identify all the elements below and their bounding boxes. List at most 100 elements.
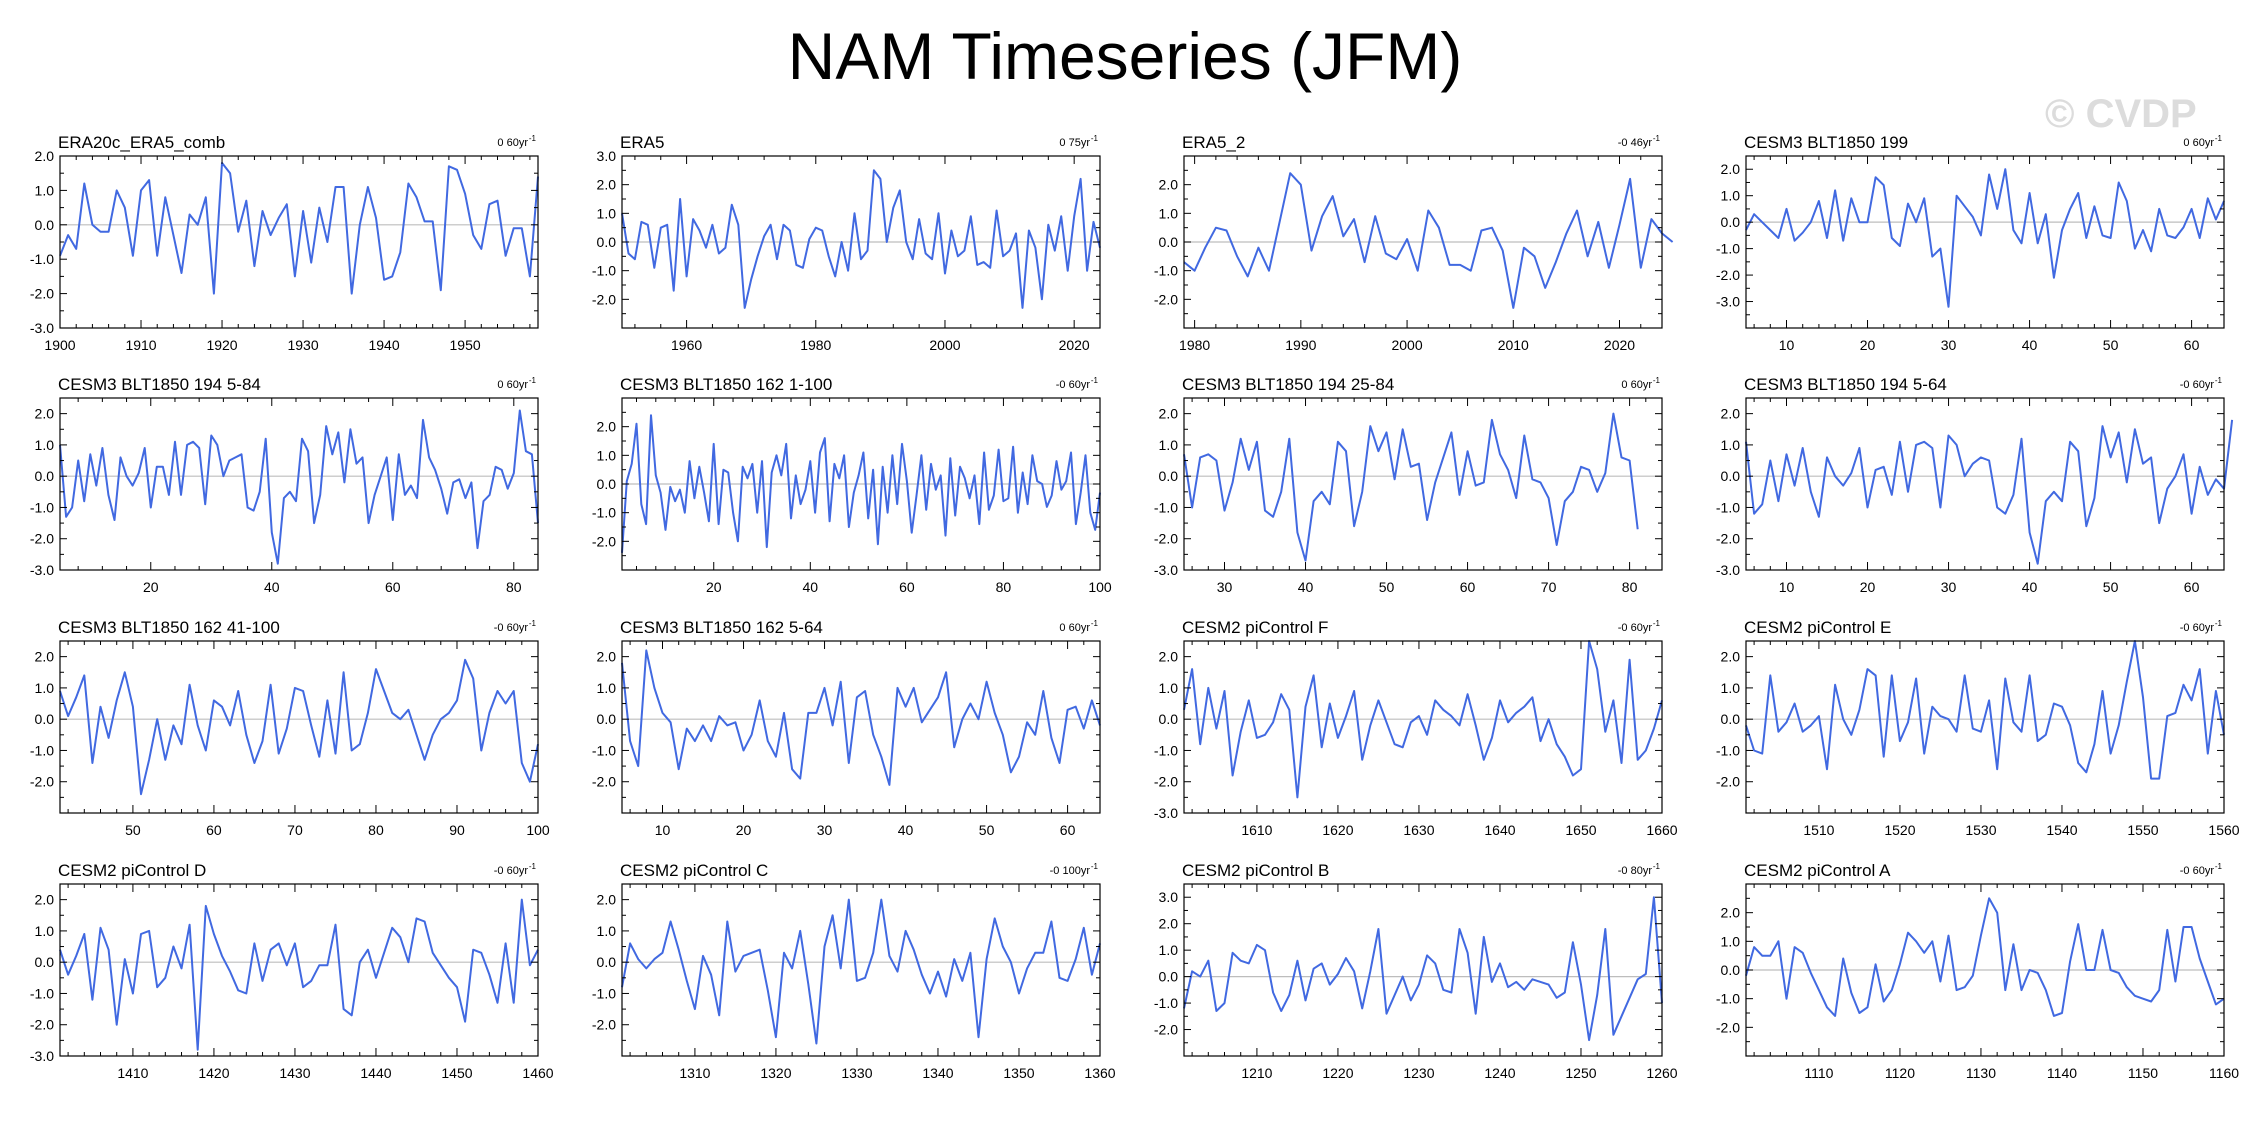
- trend-exponent: -1: [1091, 862, 1099, 871]
- y-tick-label: -1.0: [1716, 241, 1740, 257]
- panel-9: CESM3 BLT1850 162 41-100 -0 60yr -1 -2.0 -1.…: [30, 618, 550, 838]
- y-tick-label: -1.0: [30, 742, 54, 758]
- x-tick-label: 50: [125, 822, 141, 838]
- y-tick-label: 1.0: [1159, 437, 1179, 453]
- trend-label: 0 60yr: [497, 379, 528, 391]
- series-line: [1183, 896, 1663, 1042]
- trend-exponent: -1: [529, 134, 537, 143]
- x-tick-label: 1990: [1285, 337, 1316, 353]
- x-tick-label: 1350: [1003, 1065, 1034, 1081]
- y-tick-label: 0.0: [1159, 468, 1179, 484]
- series-line: [1183, 172, 1674, 309]
- y-tick-label: 2.0: [1721, 406, 1741, 422]
- panel-title: CESM3 BLT1850 194 25-84: [1182, 375, 1394, 394]
- x-tick-label: 60: [385, 579, 401, 595]
- x-tick-label: 1220: [1322, 1065, 1353, 1081]
- x-tick-label: 1640: [1484, 822, 1515, 838]
- plot-frame: [1745, 155, 2225, 329]
- x-tick-label: 1540: [2046, 822, 2077, 838]
- y-tick-label: 1.0: [1159, 680, 1179, 696]
- y-tick-label: 0.0: [1159, 234, 1179, 250]
- x-tick-label: 1410: [117, 1065, 148, 1081]
- y-tick-label: 0.0: [35, 711, 55, 727]
- panel-title: CESM2 piControl B: [1182, 861, 1329, 880]
- y-tick-label: -1.0: [1716, 742, 1740, 758]
- y-tick-label: -3.0: [1154, 562, 1178, 578]
- x-tick-label: 1330: [841, 1065, 872, 1081]
- y-tick-label: -2.0: [1716, 1019, 1740, 1035]
- y-tick-label: 0.0: [1721, 214, 1741, 230]
- panel-title: CESM3 BLT1850 162 5-64: [620, 618, 823, 637]
- y-tick-label: -3.0: [30, 562, 54, 578]
- trend-exponent: -1: [1653, 619, 1661, 628]
- trend-exponent: -1: [1091, 376, 1099, 385]
- y-tick-label: 1.0: [1159, 205, 1179, 221]
- trend-exponent: -1: [2215, 862, 2223, 871]
- plot-frame: [59, 640, 539, 814]
- panel-2: ERA5 0 75yr -1 -2.0 -1.0 0.0 1.0 2.0 3.0 1960 1980…: [592, 133, 1101, 353]
- y-tick-label: -3.0: [1716, 562, 1740, 578]
- panel-title: ERA5_2: [1182, 133, 1245, 152]
- panel-14: CESM2 piControl C -0 100yr -1 -2.0 -1.0 0.0 1.…: [592, 861, 1116, 1081]
- trend-exponent: -1: [2215, 619, 2223, 628]
- x-tick-label: 1910: [125, 337, 156, 353]
- y-tick-label: 0.0: [597, 476, 617, 492]
- y-tick-label: -3.0: [1716, 294, 1740, 310]
- panel-title: CESM3 BLT1850 162 1-100: [620, 375, 832, 394]
- y-tick-label: 2.0: [597, 892, 617, 908]
- x-tick-label: 60: [2184, 337, 2200, 353]
- x-tick-label: 20: [1860, 579, 1876, 595]
- x-tick-label: 1920: [206, 337, 237, 353]
- panel-5: CESM3 BLT1850 194 5-84 0 60yr -1 -3.0 -2.0 -1…: [30, 375, 539, 595]
- x-tick-label: 1940: [368, 337, 399, 353]
- y-tick-label: 3.0: [597, 148, 617, 164]
- x-tick-label: 1550: [2127, 822, 2158, 838]
- series-line: [621, 898, 1101, 1045]
- y-tick-label: 2.0: [1721, 161, 1741, 177]
- y-tick-label: -2.0: [592, 533, 616, 549]
- x-tick-label: 40: [264, 579, 280, 595]
- panel-3: ERA5_2 -0 46yr -1 -2.0 -1.0 0.0 1.0 2.0 1980 1990…: [1154, 133, 1674, 353]
- plot-frame: [1183, 397, 1663, 571]
- x-tick-label: 1560: [2208, 822, 2239, 838]
- trend-exponent: -1: [529, 619, 537, 628]
- x-tick-label: 1530: [1965, 822, 1996, 838]
- trend-label: -0 60yr: [1618, 622, 1653, 634]
- x-tick-label: 1630: [1403, 822, 1434, 838]
- x-tick-label: 70: [287, 822, 303, 838]
- plot-frame: [621, 883, 1101, 1057]
- x-tick-label: 1120: [1885, 1065, 1915, 1081]
- x-tick-label: 1230: [1403, 1065, 1434, 1081]
- y-tick-label: 2.0: [597, 649, 617, 665]
- x-tick-label: 2000: [1391, 337, 1422, 353]
- y-tick-label: -2.0: [592, 774, 616, 790]
- trend-exponent: -1: [529, 862, 537, 871]
- panel-16: CESM2 piControl A -0 60yr -1 -2.0 -1.0 0.0 1.0…: [1716, 861, 2239, 1081]
- x-tick-label: 60: [1060, 822, 1076, 838]
- series-line: [1183, 640, 1663, 799]
- x-tick-label: 90: [449, 822, 465, 838]
- trend-label: 0 60yr: [1059, 622, 1090, 634]
- x-tick-label: 30: [817, 822, 833, 838]
- panel-13: CESM2 piControl D -0 60yr -1 -3.0 -2.0 -1.0 0.…: [30, 861, 554, 1081]
- x-tick-label: 1930: [287, 337, 318, 353]
- panel-title: CESM2 piControl D: [58, 861, 206, 880]
- y-tick-label: 2.0: [1159, 177, 1179, 193]
- x-tick-label: 1660: [1646, 822, 1677, 838]
- y-tick-label: 1.0: [1721, 680, 1741, 696]
- y-tick-label: 1.0: [35, 923, 55, 939]
- series-line: [1745, 897, 2225, 1017]
- panel-title: CESM2 piControl A: [1744, 861, 1891, 880]
- panel-title: CESM2 piControl E: [1744, 618, 1891, 637]
- trend-label: -0 60yr: [1056, 379, 1091, 391]
- y-tick-label: 1.0: [1159, 942, 1179, 958]
- trend-label: -0 60yr: [2180, 865, 2215, 877]
- y-tick-label: 0.0: [597, 711, 617, 727]
- y-tick-label: 2.0: [35, 406, 55, 422]
- panel-12: CESM2 piControl E -0 60yr -1 -2.0 -1.0 0.0 1.0…: [1716, 618, 2240, 838]
- x-tick-label: 80: [1622, 579, 1638, 595]
- y-tick-label: 1.0: [35, 437, 55, 453]
- plot-frame: [621, 640, 1101, 814]
- plot-frame: [59, 883, 539, 1057]
